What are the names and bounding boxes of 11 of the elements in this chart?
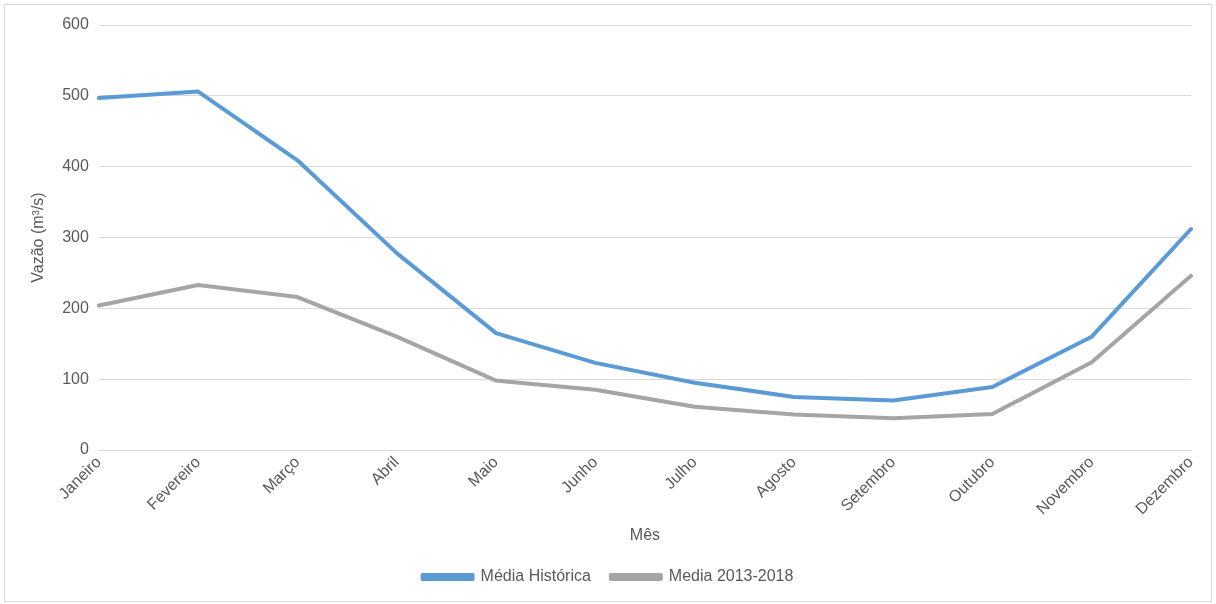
- y-tick-label: 200: [62, 298, 89, 316]
- y-tick-label: 400: [62, 157, 89, 175]
- legend-label: Média Histórica: [480, 567, 591, 585]
- y-tick-label: 100: [62, 369, 89, 387]
- y-axis-title: Vazão (m³/s): [29, 192, 47, 283]
- y-tick-label: 0: [79, 440, 89, 458]
- y-tick-label: 600: [62, 15, 89, 33]
- y-tick-label: 300: [62, 227, 89, 245]
- y-tick-label: 500: [62, 86, 89, 104]
- legend-label: Media 2013-2018: [668, 567, 794, 585]
- x-axis-title: Mês: [629, 525, 661, 543]
